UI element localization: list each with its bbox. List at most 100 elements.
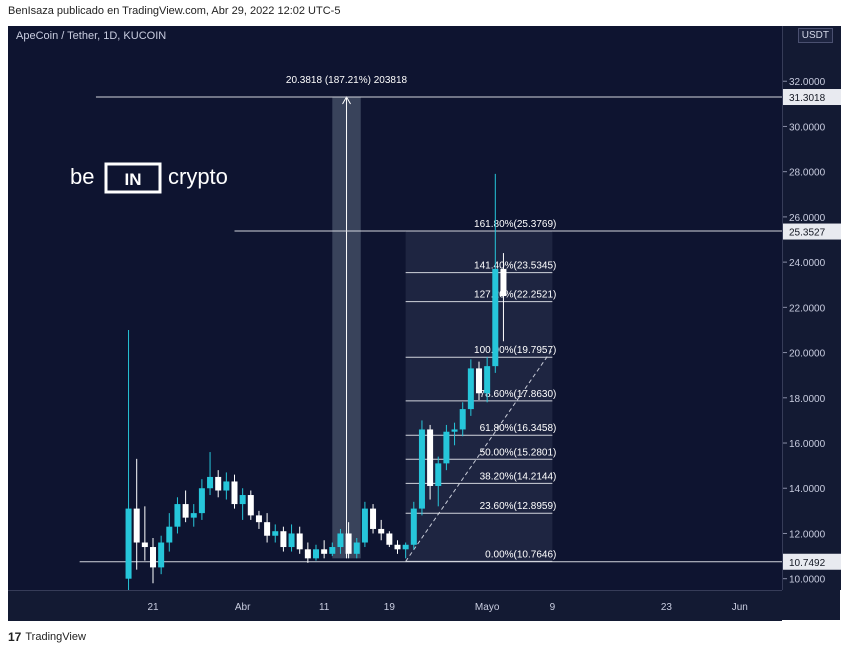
y-tick-label-10: 30.0000: [789, 122, 826, 133]
fib-level-label-1: 23.60%(12.8959): [480, 501, 557, 512]
watermark-bracket-icon: [104, 162, 162, 194]
candle-body-26[interactable]: [337, 533, 344, 548]
candle-body-12[interactable]: [223, 481, 230, 491]
footer-brand: 17 TradingView: [8, 630, 86, 644]
x-tick-label-5: 9: [550, 602, 556, 613]
candle-body-42[interactable]: [467, 368, 474, 410]
candle-body-9[interactable]: [198, 488, 205, 514]
y-tick-label-1: 12.0000: [789, 529, 826, 540]
y-tick-label-6: 22.0000: [789, 303, 826, 314]
candle-body-0[interactable]: [125, 508, 132, 579]
x-tick-label-0: 21: [147, 602, 159, 613]
candle-body-8[interactable]: [190, 513, 197, 518]
y-tick-label-4: 18.0000: [789, 394, 826, 405]
candle-body-13[interactable]: [231, 481, 238, 505]
candle-body-23[interactable]: [313, 549, 319, 559]
y-tick-label-7: 24.0000: [789, 258, 826, 269]
y-tick-label-9: 28.0000: [789, 168, 826, 179]
candle-body-25[interactable]: [329, 547, 336, 554]
candle-body-31[interactable]: [378, 528, 385, 534]
candle-body-10[interactable]: [207, 476, 214, 489]
candle-body-29[interactable]: [361, 508, 368, 543]
fib-level-label-7: 127.20%(22.2521): [474, 290, 556, 301]
candle-body-22[interactable]: [304, 549, 311, 559]
fib-level-label-4: 61.80%(16.3458): [480, 423, 557, 434]
candle-body-40[interactable]: [451, 429, 458, 432]
candle-body-28[interactable]: [353, 542, 360, 554]
price-label-box-2[interactable]: [783, 553, 841, 570]
chart-symbol-title: ApeCoin / Tether, 1D, KUCOIN: [16, 30, 167, 42]
candle-body-24[interactable]: [321, 549, 328, 554]
tradingview-logo-icon: 17: [8, 630, 22, 644]
candle-body-36[interactable]: [418, 429, 425, 509]
candle-body-39[interactable]: [443, 431, 450, 464]
candle-body-15[interactable]: [247, 495, 254, 516]
currency-badge[interactable]: USDT: [797, 28, 833, 43]
price-axis[interactable]: 10.0000 12.0000 14.0000 16.0000 18.0000 20.00…: [782, 26, 841, 590]
candle-body-27[interactable]: [345, 533, 352, 554]
y-tick-label-5: 20.0000: [789, 349, 826, 360]
candle-body-2[interactable]: [141, 542, 148, 548]
price-label-box-1[interactable]: [783, 223, 841, 240]
y-tick-label-11: 32.0000: [789, 77, 826, 88]
footer-brand-text: TradingView: [25, 631, 86, 643]
candle-body-34[interactable]: [402, 544, 409, 550]
candle-body-20[interactable]: [288, 533, 295, 548]
candle-body-37[interactable]: [427, 429, 434, 486]
fib-trend-line: [405, 348, 553, 562]
candle-body-4[interactable]: [158, 542, 165, 568]
y-tick-label-8: 26.0000: [789, 213, 826, 224]
y-tick-label-0: 10.0000: [789, 575, 826, 586]
publisher-line: BenIsaza publicado en TradingView.com, A…: [8, 5, 341, 17]
fib-level-label-2: 38.20%(14.2144): [480, 471, 557, 482]
candle-body-30[interactable]: [370, 508, 377, 529]
chart-background: [8, 26, 782, 590]
candle-body-19[interactable]: [280, 531, 287, 548]
measure-label: 20.3818 (187.21%) 203818: [286, 75, 408, 86]
candle-body-6[interactable]: [174, 504, 181, 527]
candle-body-41[interactable]: [459, 409, 466, 430]
price-label-0: 31.3018: [789, 93, 826, 104]
fib-level-label-8: 141.40%(23.5345): [474, 261, 556, 272]
fib-level-label-5: 78.60%(17.8630): [480, 389, 557, 400]
candle-body-46[interactable]: [500, 268, 507, 297]
price-label-2: 10.7492: [789, 558, 826, 569]
price-label-1: 25.3527: [789, 228, 826, 239]
candle-body-3[interactable]: [150, 547, 156, 568]
candle-body-38[interactable]: [435, 463, 442, 486]
x-tick-label-1: Abr: [235, 602, 251, 613]
candle-body-18[interactable]: [272, 531, 279, 536]
x-tick-label-3: 19: [384, 602, 396, 613]
candle-body-32[interactable]: [386, 533, 393, 545]
candle-body-43[interactable]: [476, 368, 482, 394]
candle-body-7[interactable]: [182, 504, 189, 518]
candle-body-35[interactable]: [410, 508, 417, 545]
x-tick-label-7: Jun: [732, 602, 748, 613]
time-axis[interactable]: 21 Abr 11 19 Mayo 9 23 Jun: [8, 590, 782, 621]
price-label-box-0[interactable]: [783, 89, 841, 106]
watermark-be: be: [70, 164, 94, 189]
candle-body-11[interactable]: [215, 476, 222, 491]
candlestick-chart[interactable]: be IN crypto 20.3818 (187.21%) 203818 0.00%(…: [8, 26, 782, 590]
chart-pane[interactable]: be IN crypto 20.3818 (187.21%) 203818 0.00%(…: [8, 26, 782, 590]
candle-body-14[interactable]: [239, 495, 246, 505]
candle-body-33[interactable]: [394, 544, 401, 550]
x-tick-label-4: Mayo: [475, 602, 500, 613]
x-tick-label-2: 11: [319, 602, 330, 613]
candle-body-45[interactable]: [492, 268, 499, 367]
fib-level-label-0: 0.00%(10.7646): [485, 549, 556, 560]
candle-body-16[interactable]: [255, 515, 262, 523]
candle-body-1[interactable]: [133, 508, 140, 543]
watermark-in: IN: [125, 170, 142, 189]
y-tick-label-3: 16.0000: [789, 439, 826, 450]
fib-level-label-3: 50.00%(15.2801): [480, 447, 557, 458]
candle-body-44[interactable]: [484, 366, 491, 394]
fib-level-label-9: 161.80%(25.3769): [474, 219, 556, 230]
candle-body-17[interactable]: [264, 522, 271, 536]
x-tick-label-6: 23: [661, 602, 673, 613]
candle-body-21[interactable]: [296, 533, 303, 550]
candle-body-5[interactable]: [166, 526, 173, 543]
y-tick-label-2: 14.0000: [789, 484, 826, 495]
watermark-crypto: crypto: [168, 164, 228, 189]
fib-level-label-6: 100.00%(19.7957): [474, 345, 556, 356]
